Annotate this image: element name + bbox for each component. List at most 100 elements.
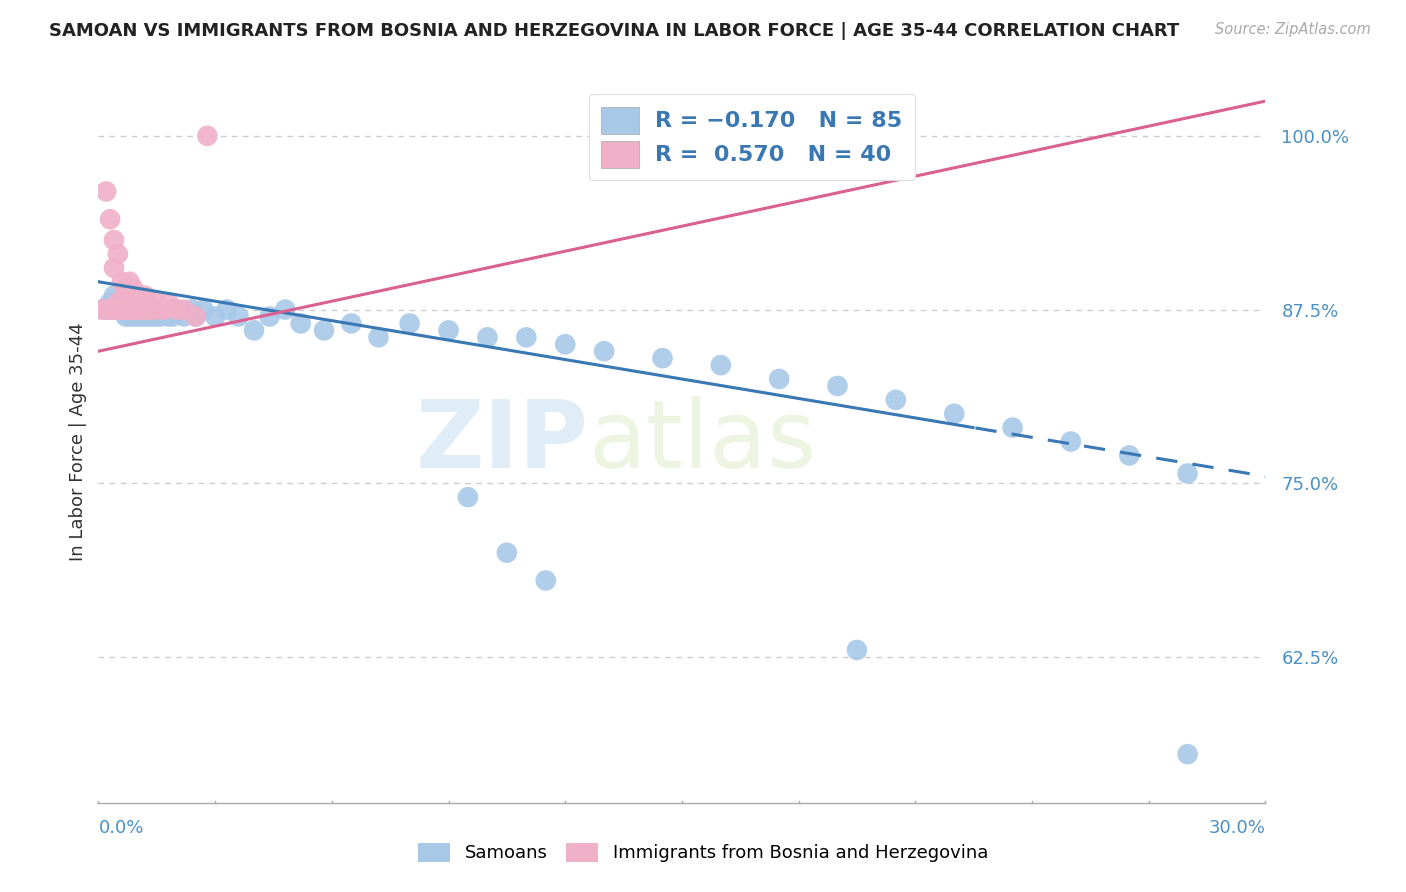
Point — [129, 295, 152, 310]
Point — [146, 310, 169, 324]
Text: 30.0%: 30.0% — [1209, 820, 1265, 838]
Point — [103, 302, 125, 317]
Point — [107, 247, 129, 261]
Point — [134, 310, 156, 324]
Point — [274, 302, 297, 317]
Point — [884, 392, 907, 407]
Point — [118, 302, 141, 317]
Point — [118, 275, 141, 289]
Point — [129, 302, 152, 317]
Point — [103, 302, 125, 317]
Point — [118, 302, 141, 317]
Point — [149, 310, 172, 324]
Point — [111, 302, 134, 317]
Text: SAMOAN VS IMMIGRANTS FROM BOSNIA AND HERZEGOVINA IN LABOR FORCE | AGE 35-44 CORR: SAMOAN VS IMMIGRANTS FROM BOSNIA AND HER… — [49, 22, 1180, 40]
Point — [312, 323, 335, 337]
Point — [103, 288, 125, 302]
Point — [107, 302, 129, 317]
Point — [122, 282, 145, 296]
Point — [114, 302, 136, 317]
Point — [107, 295, 129, 310]
Point — [111, 302, 134, 317]
Point — [157, 310, 180, 324]
Point — [1001, 420, 1024, 434]
Point — [228, 310, 250, 324]
Point — [114, 302, 136, 317]
Point — [107, 302, 129, 317]
Point — [122, 302, 145, 317]
Point — [114, 295, 136, 310]
Point — [122, 302, 145, 317]
Point — [457, 490, 479, 504]
Point — [243, 323, 266, 337]
Point — [157, 295, 180, 310]
Text: ZIP: ZIP — [416, 395, 589, 488]
Point — [534, 574, 557, 588]
Point — [111, 295, 134, 310]
Point — [173, 310, 195, 324]
Point — [259, 310, 281, 324]
Point — [127, 288, 149, 302]
Point — [180, 302, 202, 317]
Point — [129, 302, 152, 317]
Point — [943, 407, 966, 421]
Point — [107, 302, 129, 317]
Point — [515, 330, 537, 344]
Point — [1060, 434, 1083, 449]
Point — [173, 302, 195, 317]
Point — [118, 310, 141, 324]
Point — [114, 310, 136, 324]
Point — [138, 310, 160, 324]
Point — [103, 233, 125, 247]
Point — [496, 546, 519, 560]
Point — [127, 310, 149, 324]
Point — [91, 302, 114, 317]
Point — [142, 310, 165, 324]
Point — [118, 302, 141, 317]
Point — [107, 302, 129, 317]
Legend: Samoans, Immigrants from Bosnia and Herzegovina: Samoans, Immigrants from Bosnia and Herz… — [411, 836, 995, 870]
Text: 0.0%: 0.0% — [98, 820, 143, 838]
Point — [138, 302, 160, 317]
Point — [340, 317, 363, 331]
Point — [195, 128, 218, 143]
Point — [162, 302, 184, 317]
Point — [107, 295, 129, 310]
Point — [98, 295, 121, 310]
Point — [96, 302, 118, 317]
Point — [477, 330, 499, 344]
Point — [103, 302, 125, 317]
Text: Source: ZipAtlas.com: Source: ZipAtlas.com — [1215, 22, 1371, 37]
Point — [146, 295, 169, 310]
Point — [118, 302, 141, 317]
Point — [437, 323, 460, 337]
Point — [593, 344, 616, 359]
Point — [114, 302, 136, 317]
Point — [165, 302, 187, 317]
Point — [184, 310, 207, 324]
Point — [114, 302, 136, 317]
Point — [127, 302, 149, 317]
Point — [134, 302, 156, 317]
Point — [1177, 467, 1199, 481]
Point — [127, 302, 149, 317]
Point — [96, 302, 118, 317]
Point — [127, 302, 149, 317]
Point — [215, 302, 238, 317]
Point — [827, 379, 849, 393]
Point — [122, 295, 145, 310]
Point — [153, 302, 176, 317]
Point — [184, 310, 207, 324]
Point — [142, 302, 165, 317]
Point — [127, 302, 149, 317]
Point — [153, 302, 176, 317]
Point — [122, 310, 145, 324]
Point — [111, 302, 134, 317]
Point — [114, 282, 136, 296]
Point — [1118, 449, 1140, 463]
Point — [651, 351, 673, 366]
Point — [162, 310, 184, 324]
Point — [710, 358, 733, 372]
Point — [149, 302, 172, 317]
Point — [134, 288, 156, 302]
